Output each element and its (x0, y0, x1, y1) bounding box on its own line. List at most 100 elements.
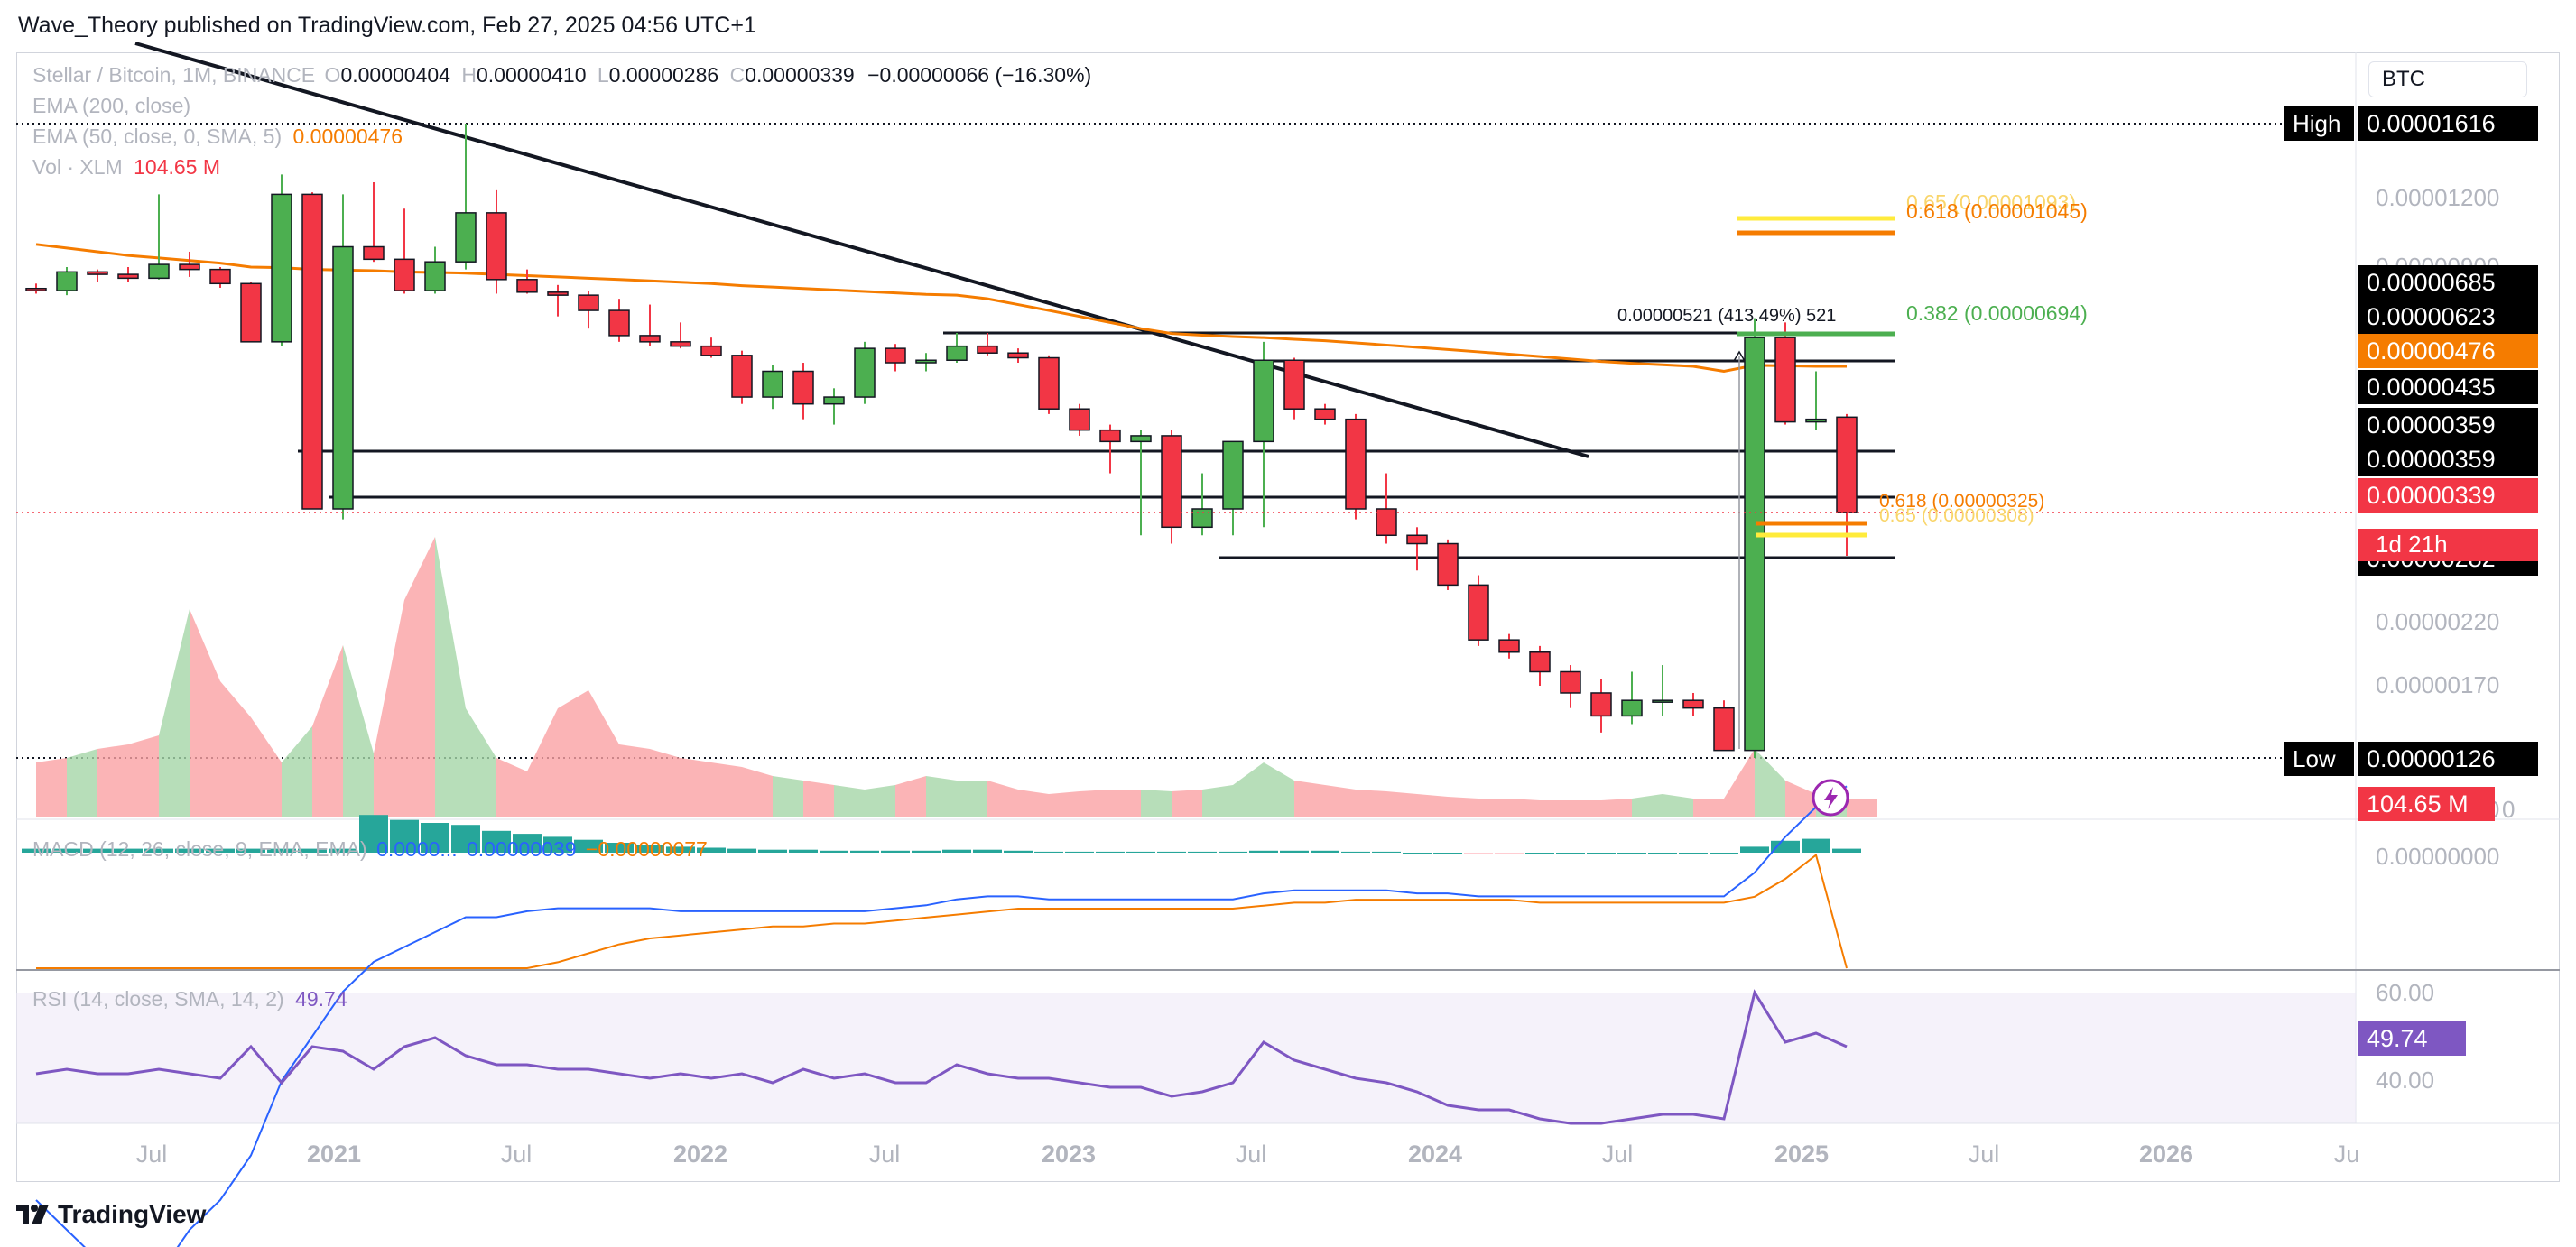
volume-segment (97, 744, 128, 817)
macd-histogram-bar (451, 825, 480, 853)
low-label-box (2284, 742, 2354, 776)
rsi-legend[interactable]: RSI (14, close, SMA, 14, 2) 49.74 (32, 987, 347, 1011)
o-label: O (324, 63, 341, 87)
candle-body (486, 212, 507, 281)
currency-selector[interactable]: BTC (2368, 61, 2527, 97)
time-tick: 2022 (673, 1141, 727, 1168)
macd-histogram-bar (912, 850, 941, 853)
low-value-text: 0.00000126 (2367, 745, 2496, 772)
macd-histogram-bar (973, 849, 1002, 853)
volume-segment (957, 781, 987, 817)
macd-histogram-bar (22, 848, 51, 853)
macd-histogram-bar (144, 848, 173, 853)
macd-histogram-bar (1372, 851, 1401, 853)
macd-histogram-bar (850, 850, 879, 853)
price-level-1-text: 0.00000623 (2367, 303, 2496, 330)
time-tick: Jul (1969, 1141, 2000, 1168)
symbol-legend[interactable]: Stellar / Bitcoin, 1M, BINANCE O0.000004… (32, 63, 1091, 88)
horizontal-levels (298, 331, 1895, 559)
macd-histogram-bar (789, 849, 818, 853)
macd-histogram-bar (1587, 853, 1616, 854)
candle-body (1682, 699, 1704, 709)
macd-legend[interactable]: MACD (12, 26, close, 9, EMA, EMA) 0.0000… (32, 837, 708, 862)
time-tick: 2023 (1042, 1141, 1096, 1168)
macd-histogram-bar (236, 848, 265, 853)
candles-layer (25, 124, 1858, 758)
macd-histogram-bar (727, 848, 756, 853)
volume-segment (1417, 794, 1448, 817)
time-tick: Jul (1602, 1141, 1634, 1168)
l-value: 0.00000286 (608, 63, 719, 87)
candle-body (1590, 692, 1612, 717)
volume-segment (1264, 762, 1294, 817)
macd-histogram-bar (1004, 850, 1033, 853)
countdown-text: 1d 21h (2376, 531, 2448, 558)
candle-body (1836, 416, 1858, 513)
macd-signal-line (36, 853, 1848, 969)
volume-segment (496, 758, 527, 817)
rsi-box-box (2358, 1021, 2466, 1056)
low-value-box (2358, 742, 2538, 776)
time-tick: Ju (2334, 1141, 2360, 1168)
symbol-title: Stellar / Bitcoin, 1M, BINANCE (32, 63, 316, 87)
price-tick: 0.00000220 (2376, 608, 2499, 635)
candle-body (1038, 356, 1060, 410)
lightning-icon[interactable] (1812, 779, 1849, 817)
vol-legend[interactable]: Vol · XLM 104.65 M (32, 155, 220, 180)
volume-segment (1724, 749, 1755, 817)
volume-area (36, 537, 1877, 817)
volume-segment (1386, 791, 1417, 817)
high-label-text: High (2293, 110, 2340, 137)
time-tick: Jul (136, 1141, 168, 1168)
vol-box-text: 104.65 M (2367, 790, 2469, 817)
candle-body (1529, 651, 1551, 673)
macd-histogram-bar (666, 846, 695, 853)
macd-histogram-bar (1096, 851, 1125, 853)
macd-histogram-bar (359, 815, 388, 853)
macd-histogram-bar (267, 848, 296, 853)
volume-segment (588, 690, 619, 817)
volume-segment (1448, 797, 1478, 817)
candle-body (1713, 707, 1735, 752)
macd-histogram-bar (1525, 853, 1554, 854)
macd-histogram-bar (605, 843, 634, 853)
candle-body (700, 345, 722, 356)
tradingview-brand: TradingView (58, 1200, 207, 1228)
volume-segment (404, 537, 435, 817)
price-level-0-box (2358, 265, 2538, 300)
tradingview-logo[interactable]: TradingView (16, 1200, 206, 1229)
volume-segment (1601, 799, 1632, 817)
volume-segment (1571, 800, 1601, 817)
macd-histogram-bar (1219, 851, 1247, 853)
price-level-2-text: 0.00000476 (2367, 337, 2496, 365)
macd-histogram-bar (574, 839, 603, 853)
low-label-text: Low (2293, 745, 2336, 772)
candle-body (363, 245, 385, 261)
macd-layer (22, 785, 1861, 1247)
candle-body (823, 396, 845, 405)
price-level-4-box (2358, 408, 2538, 442)
candle-body (1805, 418, 1827, 423)
ema50-legend[interactable]: EMA (50, close, 0, SMA, 5) 0.00000476 (32, 125, 403, 149)
macd-histogram-bar (697, 847, 726, 853)
price-tick: 0.00000170 (2376, 671, 2499, 698)
ema200-legend[interactable]: EMA (200, close) (32, 94, 191, 117)
candle-body (578, 294, 599, 311)
volume-segment (282, 726, 312, 817)
price-level-6-box (2358, 478, 2538, 513)
price-level-0-text: 0.00000685 (2367, 269, 2496, 296)
candle-body (1069, 408, 1090, 431)
volume-segment (803, 781, 834, 817)
price-tick: 0.00001200 (2376, 184, 2499, 211)
price-level-5-box (2358, 442, 2538, 476)
candle-body (670, 341, 691, 347)
volume-segment (926, 776, 957, 817)
volume-segment (1632, 794, 1663, 817)
macd-histogram-bar (1311, 850, 1339, 853)
candle-body (455, 212, 477, 263)
candle-body (1191, 508, 1213, 529)
macd-tick: 0.00000000 (2376, 843, 2499, 870)
candle-body (516, 279, 538, 293)
macd-histogram-bar (1832, 848, 1861, 853)
